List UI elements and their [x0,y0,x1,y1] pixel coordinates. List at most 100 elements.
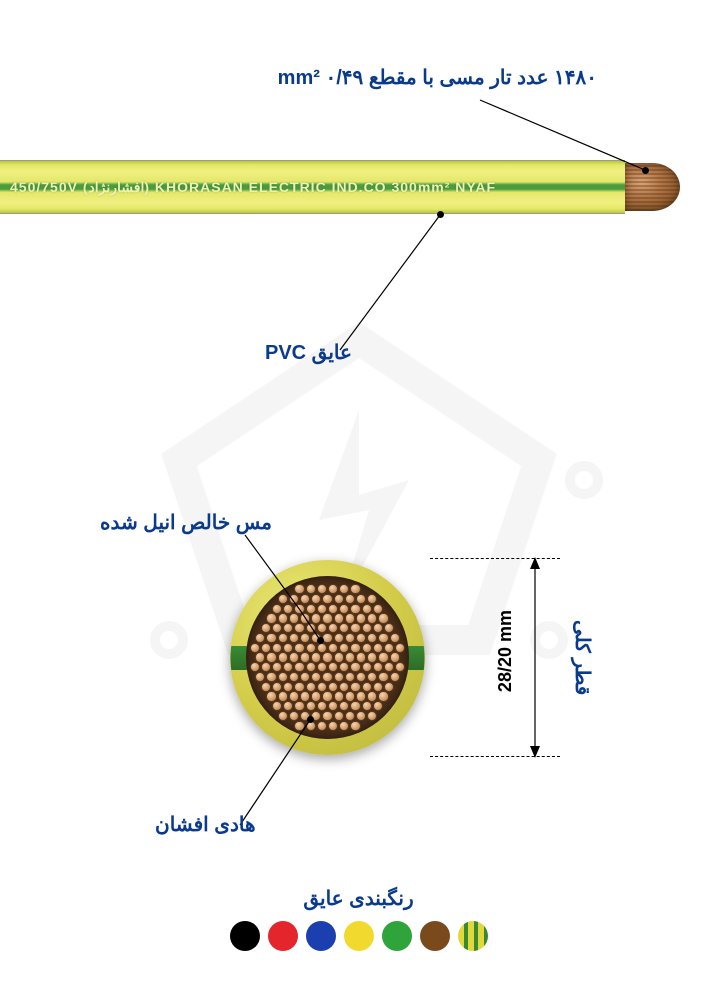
strand-dot [272,643,282,653]
label-insulation: عایق PVC [265,340,352,365]
strand-dot [300,672,310,682]
strand-dot [367,633,377,643]
strand-dot [283,623,293,633]
strand-dot [311,672,321,682]
strand-dot [384,623,394,633]
strand-dot [294,701,304,711]
label-copper-pure: مس خالص انیل شده [100,510,272,535]
strand-dot [266,691,276,701]
strand-dot [345,711,355,721]
strand-dot [289,594,299,604]
strand-dot [339,721,349,731]
strand-dot [339,682,349,692]
strand-dot [362,701,372,711]
strand-dot [328,584,338,594]
strand-dot [367,652,377,662]
strand-dot [350,604,360,614]
strand-dot [272,623,282,633]
strand-dot [350,623,360,633]
strand-dot [334,652,344,662]
strand-dot [362,623,372,633]
strand-dot [378,652,388,662]
cable-printed-text: 450/750V (افشارنژاد) KHORASAN ELECTRIC I… [10,179,496,196]
color-swatch [382,921,412,951]
strand-dot [317,623,327,633]
strand-dot [328,701,338,711]
strand-dot [317,701,327,711]
label-conductor: هادی افشان [155,812,256,837]
strand-dot [390,652,400,662]
strand-dot [317,682,327,692]
strand-dot [350,643,360,653]
strand-dot [328,682,338,692]
strand-dot [328,623,338,633]
strand-dot [345,672,355,682]
cable-side-view: 450/750V (افشارنژاد) KHORASAN ELECTRIC I… [0,160,680,214]
strand-dot [367,613,377,623]
cross-section-strands [248,578,407,737]
strand-dot [283,682,293,692]
strand-dot [278,594,288,604]
strand-dot [306,643,316,653]
strand-dot [272,604,282,614]
strand-dot [317,662,327,672]
strand-dot [294,662,304,672]
color-swatch-row [230,921,488,951]
strand-dot [322,711,332,721]
strand-dot [278,613,288,623]
strand-dot [278,633,288,643]
strand-dot [356,594,366,604]
strand-dot [294,584,304,594]
strand-dot [362,682,372,692]
strand-dot [339,701,349,711]
strand-dot [294,643,304,653]
strand-dot [255,672,265,682]
strand-dot [283,701,293,711]
strand-dot [367,594,377,604]
strand-dot [373,643,383,653]
strand-dot [367,711,377,721]
strand-dot [300,691,310,701]
strand-dot [311,691,321,701]
strand-dot [384,662,394,672]
strand-dot [378,672,388,682]
strand-dot [339,604,349,614]
strand-dot [373,623,383,633]
strand-dot [289,633,299,643]
strand-dot [283,643,293,653]
strand-dot [373,662,383,672]
strand-dot [350,584,360,594]
strand-dot [266,672,276,682]
strand-dot [322,672,332,682]
strand-dot [272,662,282,672]
strand-dot [339,643,349,653]
strand-dot [390,633,400,643]
strand-dot [317,721,327,731]
strand-dot [278,711,288,721]
strand-dot [250,643,260,653]
color-swatch-title: رنگبندی عایق [230,886,488,911]
strand-dot [334,594,344,604]
color-swatch-striped [458,921,488,951]
strand-dot [306,584,316,594]
strand-dot [311,613,321,623]
color-swatch [230,921,260,951]
strand-dot [278,652,288,662]
strand-dot [255,633,265,643]
strand-dot [378,613,388,623]
color-swatch-section: رنگبندی عایق [230,886,488,951]
pointer-dot-icon [317,637,324,644]
strand-dot [345,613,355,623]
strand-dot [362,643,372,653]
strand-dot [373,682,383,692]
pointer-dot-icon [642,167,649,174]
strand-dot [283,604,293,614]
strand-dot [306,682,316,692]
strand-dot [289,691,299,701]
strand-dot [350,682,360,692]
strand-dot [266,633,276,643]
strand-dot [356,691,366,701]
strand-dot [378,633,388,643]
label-strand-count: ۱۴۸۰ عدد تار مسی با مقطع ۰/۴۹ mm² [278,65,597,90]
pointer-dot-icon [307,716,314,723]
